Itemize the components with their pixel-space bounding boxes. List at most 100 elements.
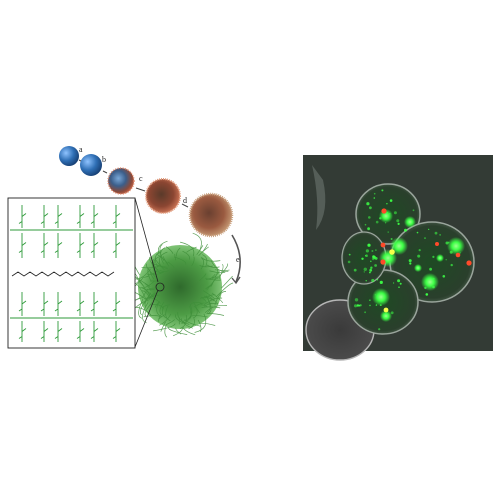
polymer-strand <box>172 327 183 337</box>
green-punctum <box>429 267 432 271</box>
green-punctum <box>367 227 370 231</box>
green-punctum <box>361 257 364 260</box>
polymer-strand <box>161 304 171 308</box>
side-chain <box>76 233 85 258</box>
microscopy-image <box>303 155 493 361</box>
green-punctum <box>439 234 441 236</box>
polymer-strand <box>158 240 168 255</box>
green-punctum <box>376 279 379 281</box>
zoom-line-top <box>134 197 159 283</box>
side-chain <box>18 205 27 228</box>
green-punctum <box>375 220 379 224</box>
polymer-strand <box>165 305 171 322</box>
polymer-strand <box>136 277 151 287</box>
polymer-strand <box>212 270 220 280</box>
side-chain <box>112 292 121 316</box>
polymer-strand <box>207 295 219 305</box>
polymer-strand <box>199 322 216 326</box>
green-punctum <box>445 241 449 245</box>
polymer-strand <box>150 279 161 282</box>
polymer-strand <box>158 314 162 322</box>
side-chain <box>18 233 27 258</box>
red-puncta <box>380 208 472 313</box>
polymer-strand <box>161 306 168 319</box>
polymer-strand <box>192 232 202 251</box>
polymer-strand <box>141 290 151 299</box>
polymer-strand <box>218 264 224 280</box>
polymer-strand <box>159 301 165 315</box>
polymer-strand <box>199 265 213 268</box>
green-punctum <box>424 237 426 239</box>
green-fluorescence <box>372 209 465 322</box>
polymer-strand <box>194 313 207 333</box>
arrow-icon <box>135 187 146 192</box>
polymer-strand <box>200 304 208 308</box>
green-punctum <box>389 199 393 202</box>
side-chain <box>40 205 49 228</box>
polymer-strand <box>204 303 218 307</box>
polymer-strand <box>144 302 153 317</box>
polymer-strand <box>164 324 168 338</box>
green-punctum <box>418 249 421 252</box>
green-punctum <box>375 249 377 251</box>
zoom-circle <box>155 282 165 292</box>
polymer-strand <box>221 275 233 289</box>
green-punctum <box>389 213 391 215</box>
polymer-strand <box>200 257 204 270</box>
polymer-strand <box>200 256 221 262</box>
hairy-particle-icon <box>145 178 181 214</box>
side-chain <box>54 233 63 258</box>
polymer-strand <box>156 253 169 264</box>
polymer-strand <box>215 282 234 298</box>
green-punctum <box>432 255 435 258</box>
green-punctum <box>373 192 376 195</box>
arrow-icon <box>78 159 82 162</box>
polymer-strand <box>216 263 229 280</box>
side-chain <box>90 233 99 258</box>
green-punctum <box>396 219 400 223</box>
green-punctum <box>369 271 371 274</box>
polymer-strand <box>203 295 215 302</box>
polymer-strand <box>174 256 187 265</box>
side-chain <box>18 292 27 316</box>
polymer-strand <box>186 246 197 253</box>
green-punctum <box>366 202 370 206</box>
green-punctum <box>379 304 382 306</box>
polymer-strand <box>206 264 220 268</box>
polymer-strand <box>165 319 175 326</box>
side-chain <box>18 321 27 342</box>
polymer-strand <box>198 273 207 282</box>
side-chain <box>76 205 85 228</box>
polymer-strand <box>174 254 177 261</box>
synthesis-sequence: a b c d e <box>59 145 241 348</box>
polymer-strand <box>189 302 203 306</box>
green-punctum <box>397 222 400 225</box>
polymer-strand <box>214 291 227 306</box>
green-punctum <box>408 259 412 263</box>
side-chain <box>112 321 121 342</box>
side-chain <box>40 321 49 342</box>
polymer-strand <box>191 256 195 267</box>
green-punctum <box>354 298 359 302</box>
polymer-strand <box>154 251 161 268</box>
arrow-icon <box>181 203 189 208</box>
green-punctum <box>365 255 367 257</box>
polymer-strand <box>144 280 155 288</box>
polymer-strand <box>158 314 166 320</box>
hairy-particle-icon <box>188 192 234 238</box>
polymer-strand <box>159 313 172 326</box>
polymer-strand <box>153 261 162 275</box>
blue-sphere-icon <box>80 154 102 176</box>
green-punctum <box>393 211 397 215</box>
polymer-strand <box>153 323 176 332</box>
polymer-strand <box>154 257 165 271</box>
green-punctum <box>398 286 400 289</box>
green-punctum <box>365 249 369 253</box>
green-punctum <box>356 304 360 307</box>
step-label-e: e <box>236 255 240 264</box>
polymer-strand <box>184 318 201 327</box>
green-punctum <box>379 217 382 220</box>
green-punctum <box>404 228 407 232</box>
side-chain <box>76 292 85 316</box>
green-punctum <box>368 216 371 219</box>
